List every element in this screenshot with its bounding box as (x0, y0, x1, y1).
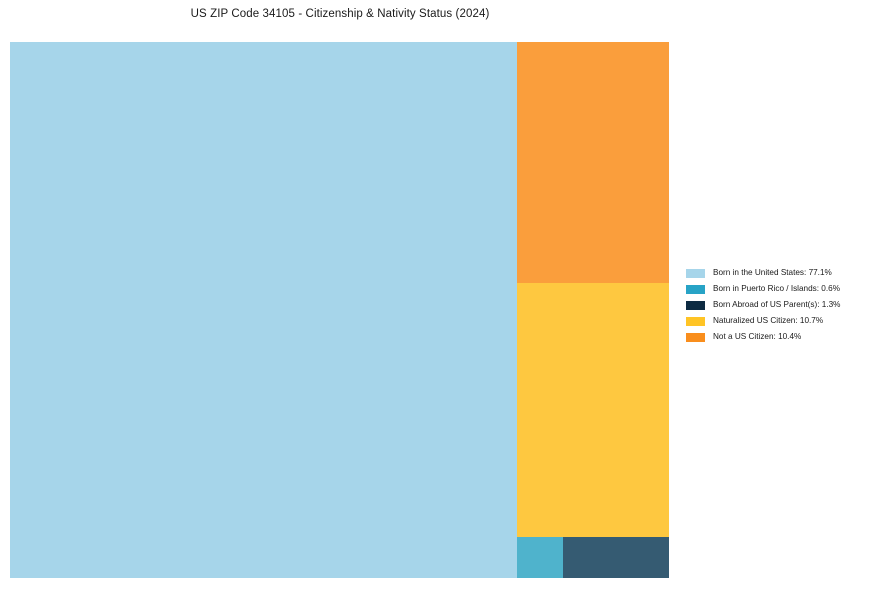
legend-color-swatch (686, 284, 705, 294)
legend-color-swatch (686, 332, 705, 342)
treemap-tile[interactable]: Born Abroad of US Parent(s) (563, 537, 669, 578)
chart-legend: Born in the United States: 77.1% Born in … (686, 265, 882, 345)
treemap-tile[interactable]: Naturalized US Citizen (517, 283, 669, 537)
legend-color-swatch (686, 300, 705, 310)
legend-item[interactable]: Naturalized US Citizen: 10.7% (686, 313, 882, 329)
legend-item[interactable]: Not a US Citizen: 10.4% (686, 329, 882, 345)
treemap-tile[interactable]: Born in the United States (10, 42, 517, 578)
legend-item-label: Born Abroad of US Parent(s): 1.3% (713, 300, 841, 309)
treemap-tile[interactable]: Born in Puerto Rico / Islands (517, 537, 563, 578)
legend-color-swatch (686, 268, 705, 278)
legend-color-swatch (686, 316, 705, 326)
legend-item-label: Not a US Citizen: 10.4% (713, 332, 802, 341)
legend-item[interactable]: Born in the United States: 77.1% (686, 265, 882, 281)
legend-item-label: Born in Puerto Rico / Islands: 0.6% (713, 284, 840, 293)
legend-item[interactable]: Born Abroad of US Parent(s): 1.3% (686, 297, 882, 313)
legend-item-label: Naturalized US Citizen: 10.7% (713, 316, 824, 325)
treemap-plot-area: Born in the United StatesNot a US Citize… (10, 42, 669, 578)
page-title: US ZIP Code 34105 - Citizenship & Nativi… (190, 8, 490, 20)
legend-item[interactable]: Born in Puerto Rico / Islands: 0.6% (686, 281, 882, 297)
legend-item-label: Born in the United States: 77.1% (713, 268, 832, 277)
treemap-tile[interactable]: Not a US Citizen (517, 42, 669, 283)
